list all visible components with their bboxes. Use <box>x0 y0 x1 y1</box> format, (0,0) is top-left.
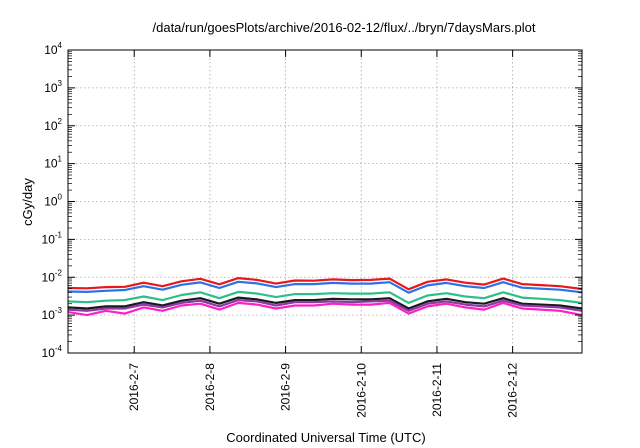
series-line-5 <box>67 299 583 312</box>
y-tick-exponent: 4 <box>58 41 63 50</box>
series-line-3 <box>67 290 583 304</box>
chart-title: /data/run/goesPlots/archive/2016-02-12/f… <box>153 20 536 35</box>
y-tick-label: 10-2 <box>42 268 63 284</box>
y-tick-label: 101 <box>44 155 62 171</box>
y-tick-label: 10-3 <box>42 306 63 322</box>
y-tick-exponent: 2 <box>58 117 63 126</box>
y-tick-base: 10 <box>42 346 56 360</box>
y-tick-exponent: -4 <box>55 344 63 353</box>
y-tick-label: 10-4 <box>42 344 63 360</box>
y-tick-base: 10 <box>42 232 56 246</box>
x-axis: 2016-2-7 2016-2-8 2016-2-9 2016-2-10 2016-2-… <box>127 50 520 418</box>
y-tick-exponent: -1 <box>55 230 63 239</box>
y-tick-label: 10-1 <box>42 230 63 246</box>
y-tick-base: 10 <box>44 43 58 57</box>
y-tick-base: 10 <box>44 195 58 209</box>
y-tick-base: 10 <box>44 157 58 171</box>
y-tick-exponent: -3 <box>55 306 63 315</box>
y-tick-base: 10 <box>42 308 56 322</box>
y-tick-exponent: 1 <box>58 155 63 164</box>
y-tick-label: 104 <box>44 41 62 57</box>
y-axis-label: cGy/day <box>20 178 35 226</box>
y-tick-exponent: 3 <box>58 79 63 88</box>
y-tick-exponent: -2 <box>55 268 63 277</box>
series-line-6 <box>67 301 583 317</box>
x-tick-label: 2016-2-9 <box>279 363 293 411</box>
y-tick-exponent: 0 <box>58 193 63 202</box>
x-tick-label: 2016-2-11 <box>430 363 444 417</box>
y-tick-label: 100 <box>44 193 62 209</box>
series-line-1 <box>67 277 583 291</box>
x-tick-label: 2016-2-12 <box>506 363 520 418</box>
series-line-2 <box>67 280 583 294</box>
series-line-4 <box>67 296 583 310</box>
y-tick-label: 103 <box>44 79 62 95</box>
y-tick-base: 10 <box>44 81 58 95</box>
x-tick-label: 2016-2-7 <box>127 363 141 411</box>
y-tick-label: 102 <box>44 117 62 133</box>
x-tick-label: 2016-2-8 <box>203 363 217 411</box>
y-tick-base: 10 <box>42 270 56 284</box>
x-axis-label: Coordinated Universal Time (UTC) <box>226 430 425 445</box>
series-group <box>67 277 583 317</box>
y-tick-base: 10 <box>44 119 58 133</box>
x-tick-label: 2016-2-10 <box>354 363 368 418</box>
